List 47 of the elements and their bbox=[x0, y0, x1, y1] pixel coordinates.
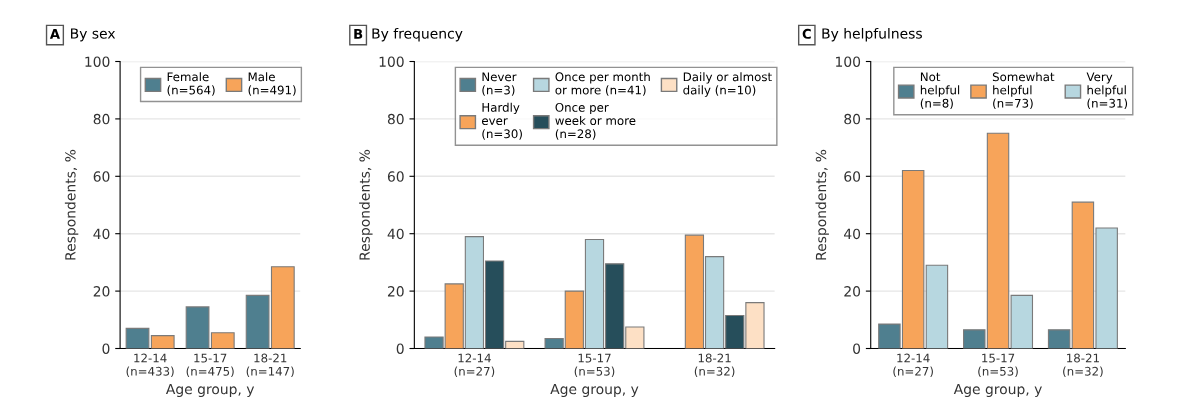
legend-label: Somewhat helpful (n=73) bbox=[992, 72, 1055, 110]
y-tick-label: 20 bbox=[387, 286, 404, 297]
bar bbox=[1047, 329, 1071, 349]
y-tick-label: 20 bbox=[93, 286, 110, 297]
y-tick-label: 60 bbox=[387, 171, 404, 182]
y-tick-label: 100 bbox=[836, 56, 861, 67]
x-tick-label: 18-21 (n=32) bbox=[694, 353, 735, 378]
y-tick-label: 40 bbox=[844, 228, 861, 240]
x-axis-title: Age group, y bbox=[550, 383, 639, 397]
y-tick-label: 0 bbox=[102, 343, 110, 354]
chart-title: C By helpfulness bbox=[802, 27, 922, 42]
y-axis-title: Respondents, % bbox=[815, 149, 829, 260]
y-axis-title: Respondents, % bbox=[64, 149, 79, 260]
chart-title: A By sex bbox=[49, 28, 116, 42]
y-tick-label: 80 bbox=[387, 113, 404, 125]
x-tick-label: 12-14 (n=27) bbox=[454, 353, 495, 378]
x-tick-label: 15-17 (n=475) bbox=[186, 353, 234, 378]
legend-label: Daily or almost daily (n=10) bbox=[683, 72, 772, 97]
x-axis-title: Age group, y bbox=[165, 383, 255, 397]
x-tick-label: 12-14 (n=27) bbox=[893, 353, 933, 378]
y-axis-title: Respondents, % bbox=[359, 149, 373, 260]
x-tick-label: 15-17 (n=53) bbox=[574, 353, 615, 378]
legend-label: Very helpful (n=31) bbox=[1086, 72, 1128, 110]
legend-label: Never (n=3) bbox=[482, 72, 517, 96]
chart-title: B By frequency bbox=[354, 27, 463, 42]
y-tick-label: 40 bbox=[93, 228, 110, 240]
y-tick-label: 60 bbox=[844, 171, 861, 182]
y-tick-label: 40 bbox=[387, 228, 404, 240]
legend-label: Hardly ever (n=30) bbox=[482, 102, 522, 140]
legend-label: Once per week or more (n=28) bbox=[555, 102, 636, 140]
y-tick-label: 0 bbox=[853, 343, 861, 354]
x-tick-label: 18-21 (n=32) bbox=[1063, 353, 1103, 378]
legend-label: Female (n=564) bbox=[167, 72, 215, 96]
y-tick-label: 60 bbox=[93, 171, 110, 182]
y-tick-label: 100 bbox=[85, 56, 110, 67]
y-tick-label: 100 bbox=[379, 56, 404, 67]
legend-label: Once per month or more (n=41) bbox=[555, 72, 650, 96]
y-tick-label: 80 bbox=[844, 113, 861, 125]
x-tick-label: 15-17 (n=53) bbox=[978, 353, 1018, 378]
y-tick-label: 80 bbox=[93, 113, 110, 125]
y-tick-label: 20 bbox=[844, 286, 861, 297]
x-axis-title: Age group, y bbox=[953, 383, 1042, 397]
y-tick-label: 0 bbox=[396, 343, 404, 354]
legend-label: Not helpful (n=8) bbox=[920, 72, 960, 110]
x-tick-label: 12-14 (n=433) bbox=[126, 353, 174, 378]
x-tick-label: 18-21 (n=147) bbox=[246, 353, 294, 378]
legend-label: Male (n=491) bbox=[248, 72, 296, 96]
